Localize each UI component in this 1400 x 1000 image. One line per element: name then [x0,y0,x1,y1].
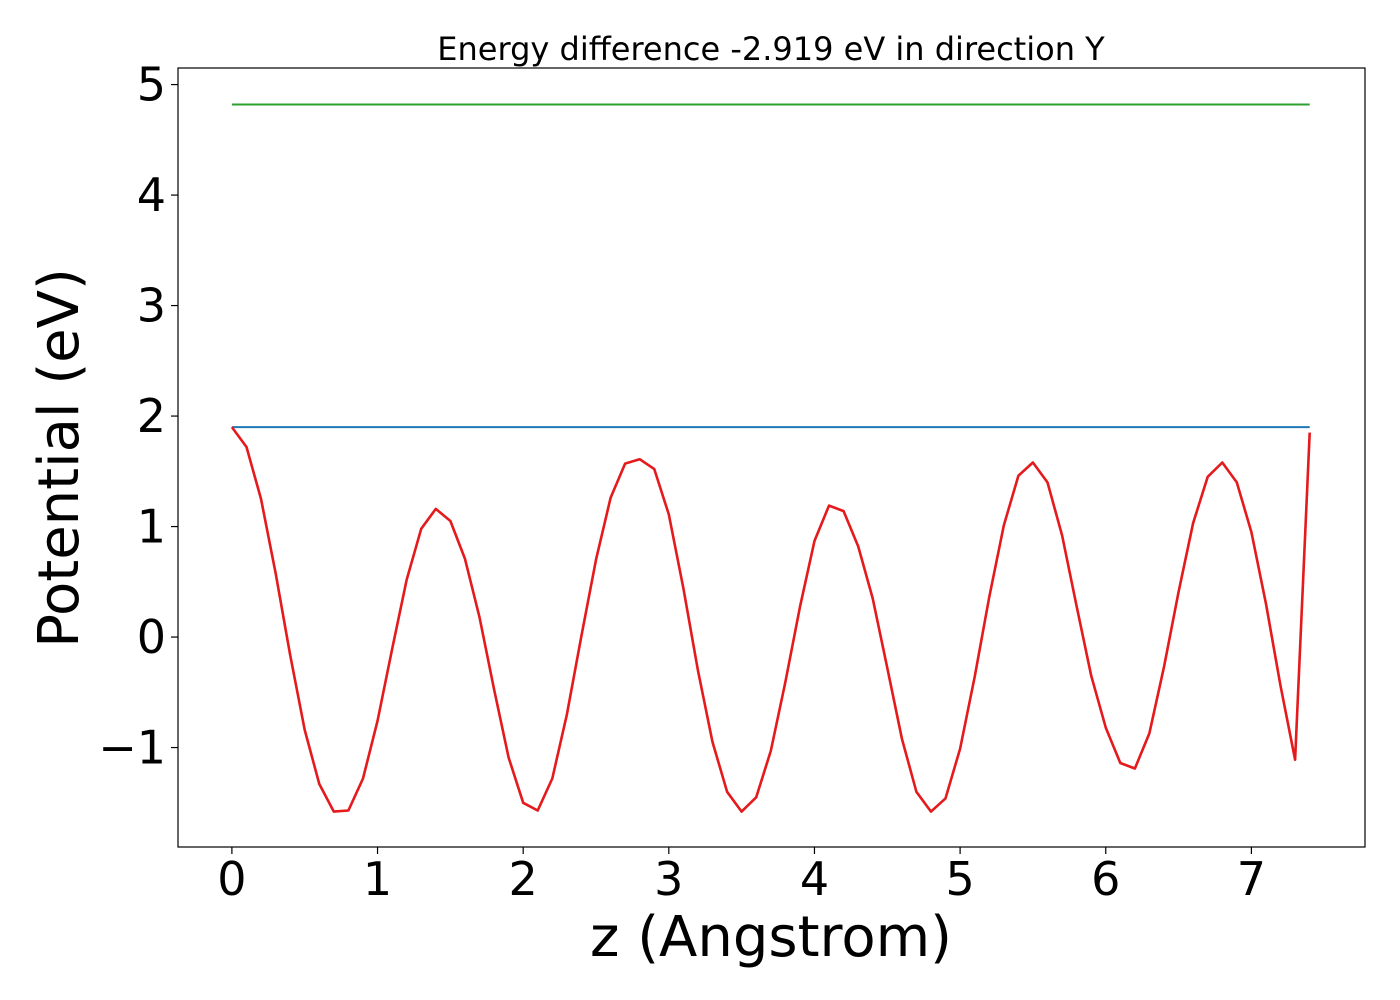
y-axis-label: Potential (eV) [27,268,92,648]
chart-title: Energy difference -2.919 eV in direction… [437,30,1105,68]
x-axis-label: z (Angstrom) [590,905,952,970]
y-tick-label: 5 [137,58,166,112]
x-tick-label: 5 [945,852,974,906]
y-tick-label: −1 [98,721,166,775]
x-tick-label: 6 [1091,852,1120,906]
x-tick-label: 1 [363,852,392,906]
plot-frame [177,67,1366,848]
x-tick-label: 3 [654,852,683,906]
series-layer [230,103,1311,813]
plot-area [177,67,1366,848]
x-tick-label: 4 [800,852,829,906]
potential-curve-line [230,426,1311,813]
x-tick-label: 2 [509,852,538,906]
y-tick-label: 4 [137,168,166,222]
x-axis-ticks: 0 1 2 3 4 5 6 7 [217,847,1266,906]
y-tick-label: 3 [137,279,166,333]
y-tick-label: 0 [137,610,166,664]
x-tick-label: 0 [217,852,246,906]
y-tick-label: 1 [137,500,166,554]
y-tick-label: 2 [137,389,166,443]
x-tick-label: 7 [1237,852,1266,906]
y-axis-ticks: −1 0 1 2 3 4 5 [98,58,178,775]
